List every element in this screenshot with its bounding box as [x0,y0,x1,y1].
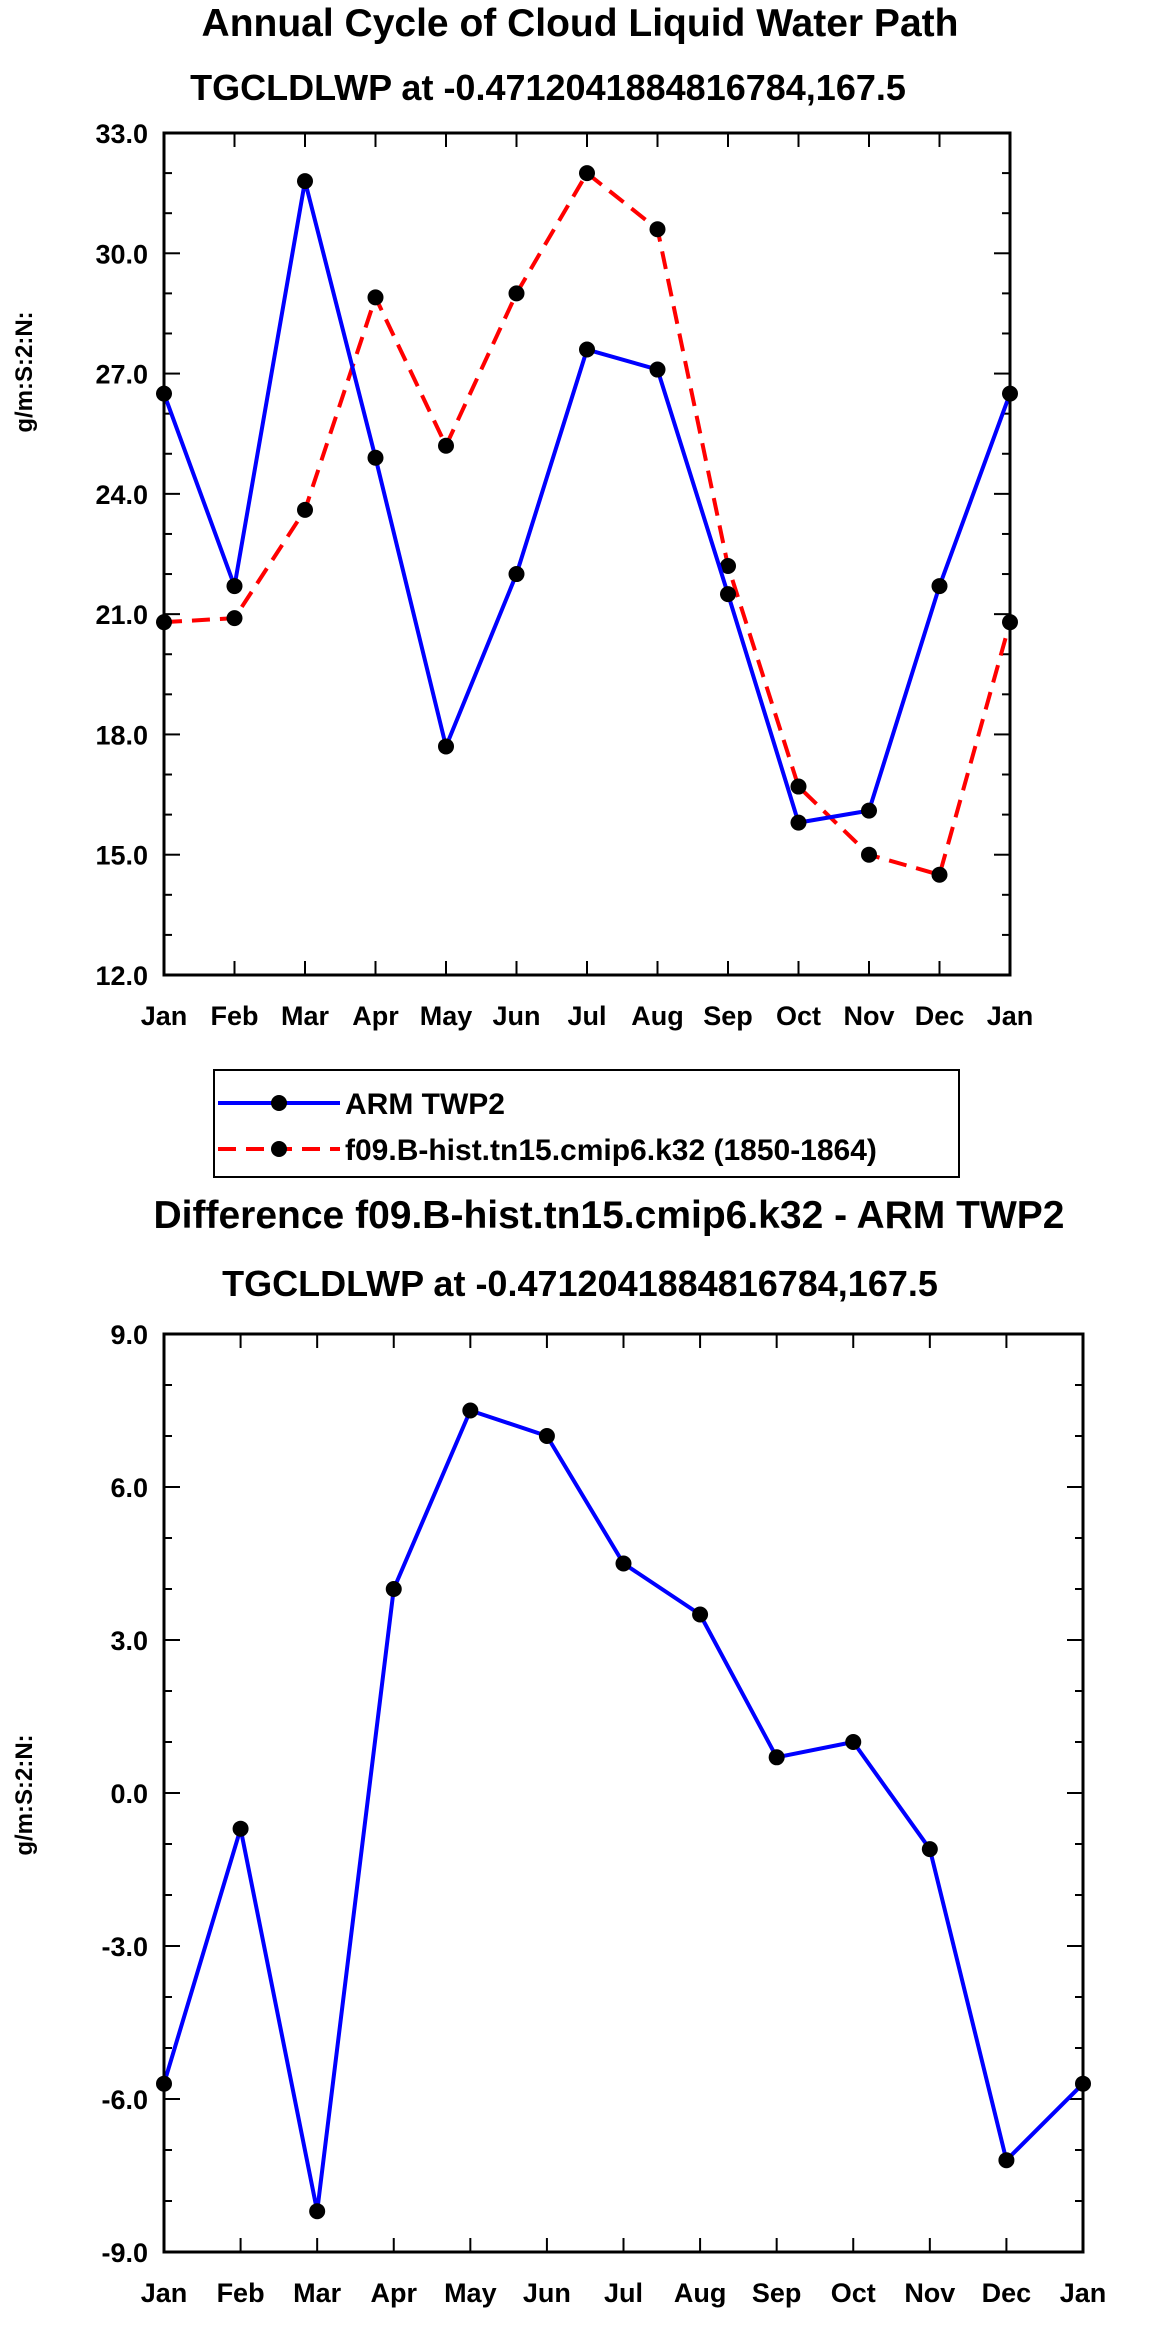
chart-1-series-0-point [720,586,736,603]
chart-1-series-0-point [367,449,384,466]
chart-2-x-tick-label: Mar [293,2278,342,2308]
chart-1-series-1-point [861,846,877,863]
legend-label-arm: ARM TWP2 [345,1088,505,1121]
chart-1-series-0-point [579,341,595,358]
chart-2-title: Difference f09.B-hist.tn15.cmip6.k32 - A… [154,1194,1065,1237]
chart-2-x-tick-label: Feb [217,2278,265,2308]
chart-2-series-0-point [768,1749,785,1766]
chart-2-plot-frame [162,1332,1085,2254]
legend: ARM TWP2 f09.B-hist.tn15.cmip6.k32 (1850… [213,1069,960,1178]
chart-1-series-1-point [931,866,948,883]
chart-1-series-1-point [297,501,313,518]
chart-1-series-1-point [226,610,243,627]
chart-1-x-tick-label: Apr [352,1001,399,1031]
chart-1-y-tick-label: 30.0 [95,239,148,269]
chart-1-x-tick-label: Jan [141,1001,188,1031]
chart-1-x-tick-label: Jun [492,1001,540,1031]
chart-2-series-0-point [462,1402,479,1419]
chart-1-series-1-point [720,558,736,575]
chart-1-y-tick-label: 15.0 [95,841,148,871]
chart-2-y-tick-label: -6.0 [101,2085,148,2115]
chart-1-ticks: Jan Feb Mar Apr May Jun Jul Aug Sep Oct Nov Dec Jan 1… [95,119,1033,1031]
chart-1-series-1-point [367,289,384,306]
legend-label-model: f09.B-hist.tn15.cmip6.k32 (1850-1864) [345,1134,877,1167]
chart-1-series-0-point [226,578,243,595]
legend-entry-model: f09.B-hist.tn15.cmip6.k32 (1850-1864) [218,1134,877,1167]
chart-1-y-tick-label: 18.0 [95,720,148,750]
chart-2-y-tick-label: 6.0 [110,1473,148,1503]
chart-1-series-0-point [297,173,313,190]
chart-2-x-tick-label: Sep [752,2278,802,2308]
chart-2-y-tick-label: -9.0 [101,2238,148,2268]
chart-2-series-0-point [845,1734,862,1750]
chart-2-x-tick-label: May [444,2278,497,2308]
chart-1-series-1-point [579,165,595,182]
chart-2-x-tick-label: Apr [371,2278,418,2308]
chart-1-x-tick-label: Nov [843,1001,894,1031]
chart-2-x-tick-label: Jan [141,2278,188,2308]
chart-2: Difference f09.B-hist.tn15.cmip6.k32 - A… [11,1194,1106,2308]
chart-2-y-tick-label: 3.0 [110,1626,148,1656]
chart-1-x-tick-label: May [420,1001,473,1031]
chart-2-y-tick-label: 0.0 [110,1779,148,1809]
chart-1-series-0-line [162,179,1012,825]
chart-1-series-1-point [438,437,454,454]
chart-1-y-tick-label: 27.0 [95,360,148,390]
chart-1-series-1-point [790,778,807,795]
chart-1-y-tick-label: 21.0 [95,600,148,630]
chart-2-series [156,1402,1091,2220]
chart-2-x-tick-label: Jul [604,2278,643,2308]
chart-2-subtitle: TGCLDLWP at -0.4712041884816784,167.5 [222,1263,938,1304]
chart-2-y-tick-label: 9.0 [110,1320,148,1350]
chart-1-series-0-point [931,578,948,595]
chart-1: Annual Cycle of Cloud Liquid Water Path … [11,2,1033,1031]
chart-1-plot-frame [162,131,1012,977]
chart-2-series-0-point [692,1606,709,1623]
chart-2-x-tick-label: Jan [1060,2278,1107,2308]
chart-1-title: Annual Cycle of Cloud Liquid Water Path [202,2,959,45]
chart-1-y-tick-label: 33.0 [95,119,148,149]
chart-2-series-0-point [232,1820,249,1837]
chart-1-series [156,165,1018,883]
legend-marker-model [271,1141,287,1157]
chart-1-y-axis-label: g/m:S:2:N: [11,311,38,432]
chart-1-series-1-point [649,221,666,238]
chart-1-x-tick-label: Oct [776,1001,821,1031]
chart-2-y-axis-label: g/m:S:2:N: [11,1734,38,1855]
chart-1-series-0-point [508,566,525,583]
chart-1-series-1-point [508,285,525,302]
chart-2-series-0-line [162,1408,1085,2214]
chart-2-x-tick-label: Jun [523,2278,571,2308]
chart-1-series-0-point [790,814,807,831]
chart-2-series-0-point [921,1841,938,1858]
chart-1-series-0-point [649,361,666,378]
chart-2-series-0-point [538,1428,555,1444]
chart-1-x-tick-label: Feb [210,1001,258,1031]
chart-1-x-tick-label: Jan [987,1001,1034,1031]
legend-marker-arm [271,1095,287,1111]
legend-entry-arm: ARM TWP2 [218,1088,505,1121]
chart-2-series-0-point [385,1581,402,1597]
chart-1-x-tick-label: Jul [567,1001,606,1031]
chart-2-series-0-point [998,2152,1015,2169]
chart-1-y-tick-label: 24.0 [95,480,148,510]
chart-1-x-tick-label: Mar [281,1001,330,1031]
chart-2-series-0-point [309,2203,326,2220]
chart-1-x-tick-label: Aug [631,1001,683,1031]
chart-2-x-tick-label: Nov [904,2278,955,2308]
chart-2-x-tick-label: Aug [674,2278,726,2308]
chart-2-y-tick-label: -3.0 [101,1932,148,1962]
chart-1-series-0-point [438,738,454,755]
chart-2-ticks: Jan Feb Mar Apr May Jun Jul Aug Sep Oct Nov Dec Jan -… [101,1320,1106,2308]
legend-box [213,1069,960,1178]
chart-2-x-tick-label: Oct [831,2278,876,2308]
chart-2-x-tick-label: Dec [982,2278,1032,2308]
chart-2-series-0-point [615,1555,632,1572]
chart-1-series-0-point [861,802,877,819]
chart-1-subtitle: TGCLDLWP at -0.4712041884816784,167.5 [190,67,906,108]
chart-1-x-tick-label: Sep [703,1001,753,1031]
chart-1-y-tick-label: 12.0 [95,961,148,991]
chart-1-x-tick-label: Dec [915,1001,965,1031]
